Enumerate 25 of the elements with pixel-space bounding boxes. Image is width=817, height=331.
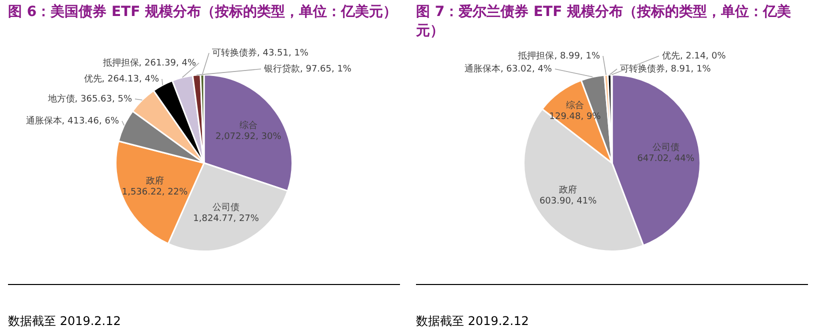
- text: 数据截至 2019.2.12: [8, 313, 122, 330]
- data-label: 647.02, 44%: [637, 154, 695, 164]
- slice-label: 通胀保本, 63.02, 4%: [464, 63, 552, 74]
- slice-label: 银行贷款, 97.65, 1%: [263, 63, 352, 74]
- data-label: 2,072.92, 30%: [215, 132, 282, 142]
- slice-label: 综合: [566, 100, 584, 111]
- data-label: 1,824.77, 27%: [193, 214, 260, 224]
- slice-label: 优先, 2.14, 0%: [662, 50, 726, 62]
- slice-label: 综合: [239, 120, 258, 131]
- slice-label: 公司债: [652, 142, 680, 153]
- data-label: 1,536.22, 22%: [122, 188, 188, 198]
- slice-label: 可转换债券, 8.91, 1%: [620, 63, 712, 74]
- slice-label: 政府: [146, 176, 164, 187]
- data-label: 603.90, 41%: [539, 196, 598, 206]
- chart-title: 图 7：爱尔兰债券 ETF 规模分布（按标的类型，单位：亿美元）: [415, 2, 792, 41]
- text: 数据截至 2019.2.12: [416, 313, 530, 330]
- slice-label: 可转换债券, 43.51, 1%: [212, 47, 309, 58]
- chart-title: 图 6：美国债券 ETF 规模分布（按标的类型，单位：亿美元）: [7, 2, 398, 22]
- slice-label: 通胀保本, 413.46, 6%: [26, 115, 120, 126]
- slice-label: 公司债: [212, 202, 240, 213]
- slice-label: 抵押担保, 8.99, 1%: [517, 50, 600, 62]
- slice-label: 地方债, 365.63, 5%: [46, 93, 132, 104]
- slice-label: 政府: [559, 184, 578, 196]
- slice-label: 抵押担保, 261.39, 4%: [102, 57, 196, 68]
- slice-label: 优先, 264.13, 4%: [84, 73, 160, 84]
